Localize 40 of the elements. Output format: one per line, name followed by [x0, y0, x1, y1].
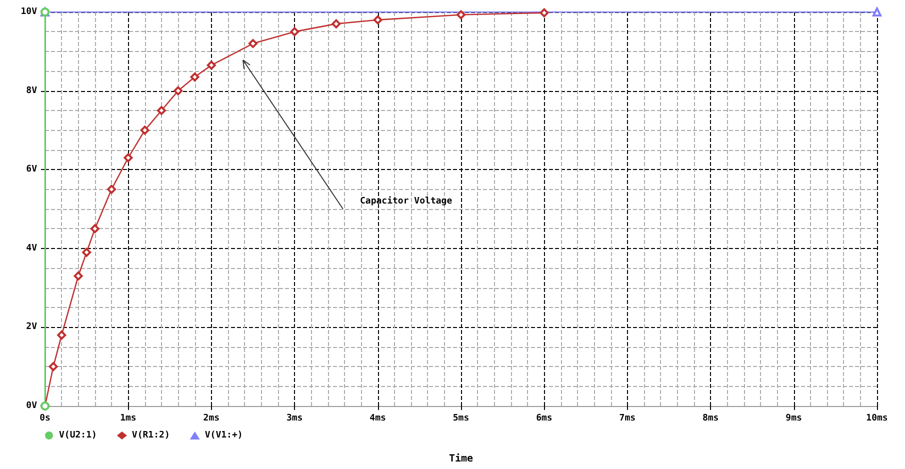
x-tick-label: 1ms: [120, 414, 136, 424]
x-tick-label: 3ms: [286, 414, 303, 424]
point: [248, 39, 258, 48]
y-tick-label: 4V: [26, 243, 38, 254]
point: [290, 27, 300, 36]
x-tick-label: 7ms: [619, 414, 636, 424]
x-tick-label: 5ms: [452, 414, 470, 424]
annotation: Capacitor Voltage: [360, 196, 453, 206]
x-tick-label: 10ms: [866, 414, 888, 424]
y-tick-label: 10V: [20, 7, 38, 17]
point: [373, 15, 382, 24]
point: [174, 86, 183, 96]
x-tick-label: 9ms: [786, 414, 802, 424]
point: [107, 184, 116, 194]
point: [456, 10, 466, 20]
x-tick-label: 6ms: [536, 414, 552, 424]
legend-label: V(R1:2): [132, 430, 170, 440]
y-tick-label: 2V: [26, 322, 38, 332]
point: [82, 248, 92, 257]
point: [57, 330, 66, 340]
x-tick-label: 4ms: [370, 414, 386, 424]
point: [206, 60, 216, 70]
y-tick-label: 8V: [26, 86, 38, 96]
x-tick-label: 0s: [40, 414, 50, 424]
point: [190, 72, 200, 82]
point: [156, 106, 166, 115]
y-tick-label: 0V: [26, 401, 38, 411]
point: [48, 362, 58, 372]
point: [332, 19, 341, 28]
x-tick-label: 2ms: [203, 414, 220, 424]
legend-label: V(U2:1): [59, 430, 97, 440]
x-tick-label: 8ms: [702, 414, 719, 424]
point: [74, 271, 83, 280]
legend-label: V(V1:+): [204, 430, 243, 440]
point: [140, 126, 150, 135]
point: [90, 224, 100, 234]
point: [540, 8, 549, 18]
x-axis-title: Time: [448, 452, 474, 464]
point: [124, 153, 133, 162]
y-tick-label: 6V: [26, 164, 38, 175]
